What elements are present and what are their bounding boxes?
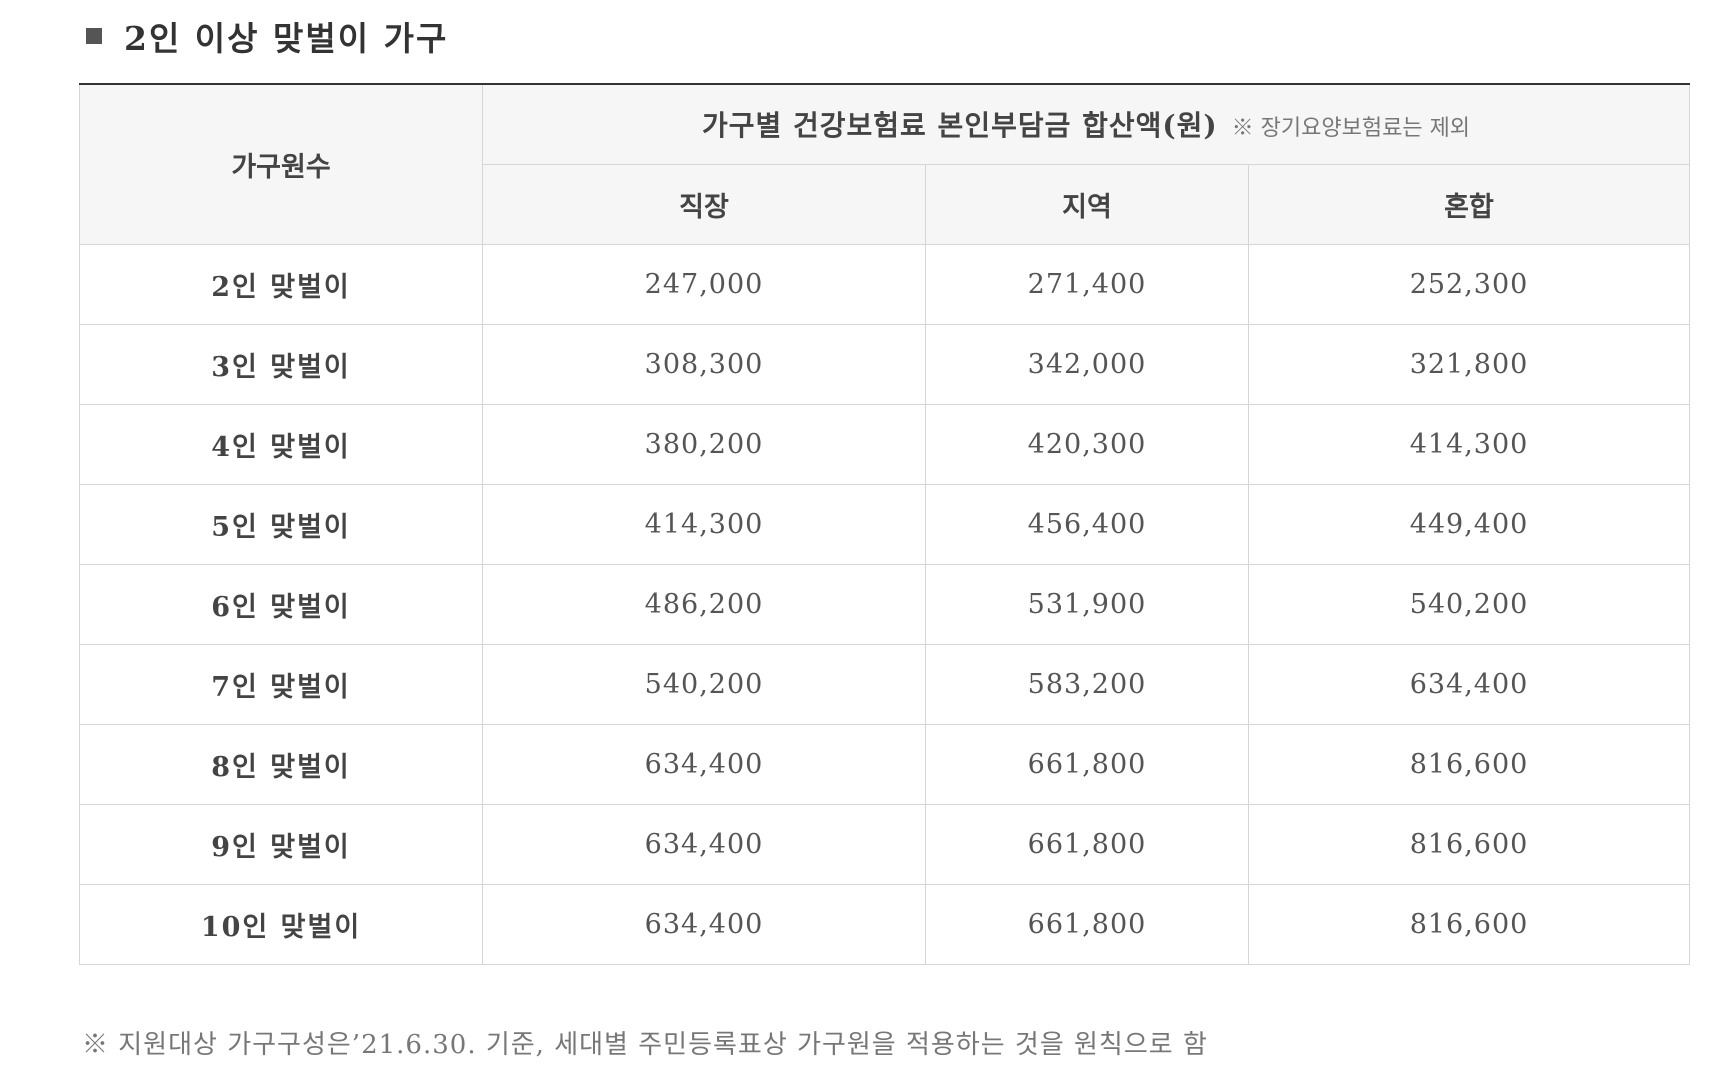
cell-mixed: 321,800	[1247, 323, 1691, 405]
premium-group-header: 가구별 건강보험료 본인부담금 합산액(원) ※ 장기요양보험료는 제외	[481, 83, 1691, 165]
cell-regional: 661,800	[925, 803, 1249, 885]
cell-workplace: 486,200	[482, 563, 926, 645]
column-header-mixed: 혼합	[1247, 163, 1691, 245]
table-body: 2인 맞벌이 247,000 271,400 252,300 3인 맞벌이 30…	[79, 243, 1691, 965]
cell-mixed: 816,600	[1247, 723, 1691, 805]
cell-regional: 342,000	[925, 323, 1249, 405]
table-row: 8인 맞벌이 634,400 661,800 816,600	[79, 723, 1691, 805]
section-title: 2인 이상 맞벌이 가구	[86, 14, 448, 58]
table-row: 4인 맞벌이 380,200 420,300 414,300	[79, 403, 1691, 485]
premium-group-note: ※ 장기요양보험료는 제외	[1231, 116, 1471, 142]
cell-mixed: 634,400	[1247, 643, 1691, 725]
cell-workplace: 247,000	[482, 243, 926, 325]
cell-mixed: 816,600	[1247, 883, 1691, 965]
row-label: 6인 맞벌이	[79, 563, 483, 645]
table-row: 2인 맞벌이 247,000 271,400 252,300	[79, 243, 1691, 325]
cell-mixed: 414,300	[1247, 403, 1691, 485]
row-label: 9인 맞벌이	[79, 803, 483, 885]
square-bullet-icon	[86, 28, 102, 44]
cell-workplace: 540,200	[482, 643, 926, 725]
table-row: 5인 맞벌이 414,300 456,400 449,400	[79, 483, 1691, 565]
row-label: 7인 맞벌이	[79, 643, 483, 725]
cell-mixed: 449,400	[1247, 483, 1691, 565]
table-row: 9인 맞벌이 634,400 661,800 816,600	[79, 803, 1691, 885]
cell-regional: 420,300	[925, 403, 1249, 485]
row-label: 2인 맞벌이	[79, 243, 483, 325]
cell-regional: 456,400	[925, 483, 1249, 565]
table-row: 6인 맞벌이 486,200 531,900 540,200	[79, 563, 1691, 645]
cell-regional: 661,800	[925, 723, 1249, 805]
header-row-top: 가구원수 가구별 건강보험료 본인부담금 합산액(원) ※ 장기요양보험료는 제외	[79, 83, 1691, 245]
cell-workplace: 634,400	[482, 883, 926, 965]
premium-group-title: 가구별 건강보험료 본인부담금 합산액(원)	[701, 109, 1218, 143]
footnote: ※ 지원대상 가구구성은’21.6.30. 기준, 세대별 주민등록표상 가구원…	[82, 1030, 1208, 1060]
row-label: 3인 맞벌이	[79, 323, 483, 405]
household-size-header: 가구원수	[79, 83, 483, 245]
premium-table: 가구원수 가구별 건강보험료 본인부담금 합산액(원) ※ 장기요양보험료는 제외…	[79, 83, 1691, 965]
section-title-text: 2인 이상 맞벌이 가구	[124, 19, 449, 58]
table-header: 가구원수 가구별 건강보험료 본인부담금 합산액(원) ※ 장기요양보험료는 제외…	[79, 83, 1691, 245]
cell-regional: 661,800	[925, 883, 1249, 965]
cell-workplace: 380,200	[482, 403, 926, 485]
column-header-regional: 지역	[925, 163, 1249, 245]
row-label: 5인 맞벌이	[79, 483, 483, 565]
column-header-workplace: 직장	[482, 163, 926, 245]
table-row: 10인 맞벌이 634,400 661,800 816,600	[79, 883, 1691, 965]
cell-regional: 271,400	[925, 243, 1249, 325]
row-label: 4인 맞벌이	[79, 403, 483, 485]
cell-regional: 531,900	[925, 563, 1249, 645]
cell-workplace: 634,400	[482, 723, 926, 805]
header-row-sub: 직장 지역 혼합	[80, 163, 1691, 245]
row-label: 10인 맞벌이	[79, 883, 483, 965]
cell-workplace: 634,400	[482, 803, 926, 885]
cell-mixed: 540,200	[1247, 563, 1691, 645]
cell-regional: 583,200	[925, 643, 1249, 725]
table-row: 7인 맞벌이 540,200 583,200 634,400	[79, 643, 1691, 725]
cell-workplace: 414,300	[482, 483, 926, 565]
cell-workplace: 308,300	[482, 323, 926, 405]
cell-mixed: 816,600	[1247, 803, 1691, 885]
row-label: 8인 맞벌이	[79, 723, 483, 805]
table-row: 3인 맞벌이 308,300 342,000 321,800	[79, 323, 1691, 405]
cell-mixed: 252,300	[1247, 243, 1691, 325]
